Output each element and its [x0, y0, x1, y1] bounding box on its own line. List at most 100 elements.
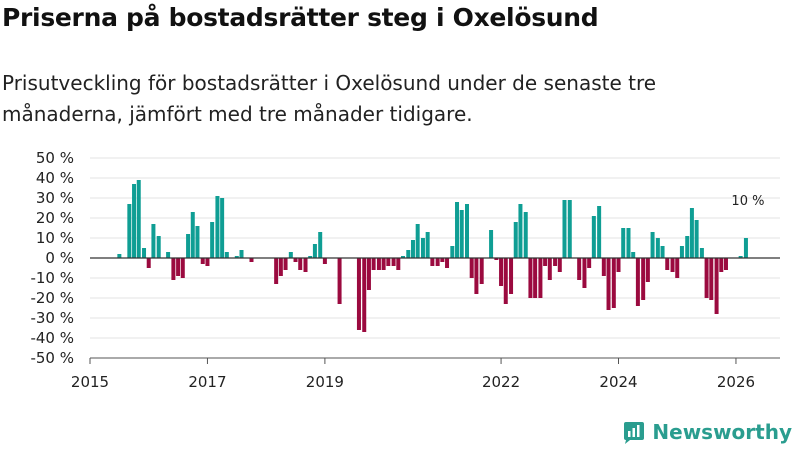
- bar: [234, 256, 239, 258]
- bar: [410, 240, 415, 258]
- bar: [401, 256, 405, 258]
- annotations: 10 %: [731, 194, 764, 209]
- bar: [465, 204, 469, 258]
- bar: [679, 246, 684, 258]
- bar: [528, 258, 533, 298]
- bar: [210, 222, 215, 258]
- bar: [142, 248, 147, 258]
- newsworthy-brand[interactable]: Newsworthy: [622, 420, 792, 444]
- bar: [499, 258, 504, 286]
- bar: [523, 212, 528, 258]
- bar: [606, 258, 611, 310]
- latest-value-label: 10 %: [731, 194, 764, 209]
- bar: [611, 258, 616, 308]
- bar: [675, 258, 680, 278]
- bar: [146, 258, 151, 268]
- bar: [376, 258, 381, 270]
- bar: [406, 250, 411, 258]
- bar: [601, 258, 606, 276]
- bars: [117, 180, 748, 332]
- bar: [239, 250, 244, 258]
- bar: [220, 198, 225, 258]
- bar: [655, 238, 660, 258]
- bar: [503, 258, 508, 304]
- bar: [694, 220, 699, 258]
- y-tick-label: 40 %: [36, 169, 74, 187]
- x-axis-labels: 2015 2017 2019 2022 2024 2026: [71, 373, 755, 391]
- bar: [435, 258, 440, 266]
- bar: [430, 258, 435, 266]
- newsworthy-logo-icon: [624, 422, 645, 444]
- bar: [180, 258, 185, 278]
- y-tick-label: 30 %: [36, 189, 74, 207]
- bar: [386, 258, 391, 266]
- bar: [420, 238, 425, 258]
- bar: [440, 258, 445, 262]
- bar: [719, 258, 724, 272]
- bar: [215, 196, 220, 258]
- bar: [597, 206, 602, 258]
- bar: [190, 212, 195, 258]
- bar: [318, 232, 323, 258]
- y-tick-label: 10 %: [36, 229, 74, 247]
- bar: [156, 236, 161, 258]
- bar: [362, 258, 367, 332]
- y-tick-label: 50 %: [36, 149, 74, 167]
- y-tick-label: 20 %: [36, 209, 74, 227]
- bar: [337, 258, 342, 304]
- bar: [132, 184, 137, 258]
- bar: [665, 258, 670, 270]
- bar: [474, 258, 479, 294]
- bar: [577, 258, 582, 280]
- bar: [151, 224, 156, 258]
- axes: [89, 257, 780, 364]
- chart-title: Priserna på bostadsrätter steg i Oxelösu…: [2, 3, 599, 32]
- bar: [562, 200, 567, 258]
- bar-chart: 50 % 40 % 30 % 20 % 10 % 0 % -10 % -20 % -30 % -4…: [30, 149, 780, 391]
- y-axis-labels: 50 % 40 % 30 % 20 % 10 % 0 % -10 % -20 % -30 % -4…: [30, 149, 74, 367]
- bar: [278, 258, 283, 276]
- bar: [366, 258, 371, 290]
- bar: [455, 202, 460, 258]
- y-tick-label: -40 %: [30, 329, 74, 347]
- bar: [533, 258, 538, 298]
- bar: [587, 258, 592, 268]
- bar: [685, 236, 690, 258]
- bar: [567, 200, 572, 258]
- bar: [738, 256, 743, 258]
- bar: [518, 204, 523, 258]
- x-tick-label: 2019: [306, 373, 344, 391]
- bar: [425, 232, 430, 258]
- bar: [200, 258, 205, 264]
- bar: [371, 258, 376, 270]
- bar: [714, 258, 719, 314]
- bar: [479, 258, 484, 284]
- bar: [356, 258, 361, 330]
- bar: [489, 230, 494, 258]
- y-tick-label: -30 %: [30, 309, 74, 327]
- x-tick-label: 2024: [599, 373, 637, 391]
- bar: [645, 258, 650, 282]
- bar: [166, 252, 171, 258]
- bar: [127, 204, 132, 258]
- x-tick-label: 2017: [188, 373, 226, 391]
- bar: [635, 258, 640, 306]
- bar: [312, 244, 317, 258]
- bar: [445, 258, 450, 268]
- bar: [396, 258, 401, 270]
- bar: [117, 254, 122, 258]
- bar: [171, 258, 176, 280]
- x-tick-label: 2015: [71, 373, 109, 391]
- bar: [136, 180, 141, 258]
- bar: [494, 258, 499, 260]
- bar: [543, 258, 548, 266]
- bar: [670, 258, 675, 272]
- bar: [538, 258, 543, 298]
- bar: [557, 258, 562, 272]
- bar: [509, 258, 514, 294]
- bar: [650, 232, 655, 258]
- y-tick-label: 0 %: [45, 249, 74, 267]
- bar: [249, 258, 254, 262]
- y-tick-label: -10 %: [30, 269, 74, 287]
- bar: [616, 258, 621, 272]
